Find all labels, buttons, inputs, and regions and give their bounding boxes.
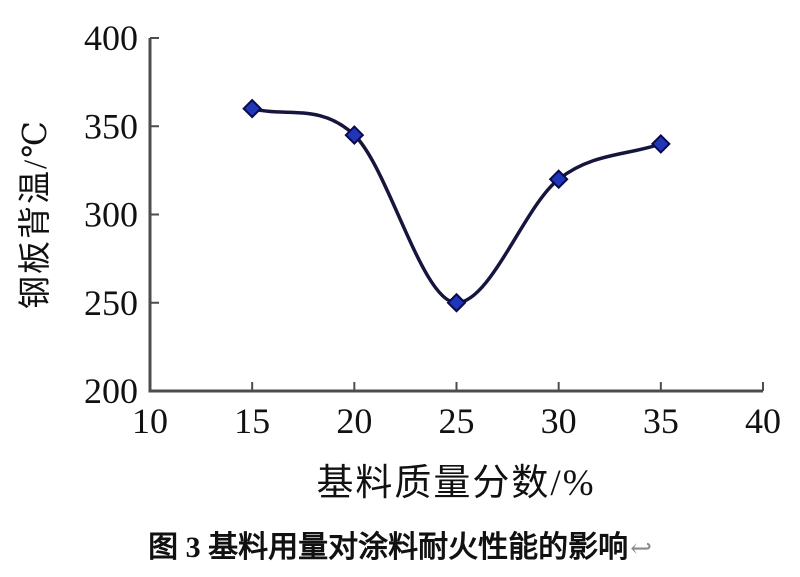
y-tick-label: 300 xyxy=(84,195,138,235)
x-tick-label: 35 xyxy=(643,401,679,441)
x-tick-label: 40 xyxy=(745,401,781,441)
line-chart-canvas: 200 250 300 350 400 10 15 20 25 30 35 40 xyxy=(84,18,781,441)
y-tick-label: 250 xyxy=(84,283,138,323)
x-tick-label: 30 xyxy=(541,401,577,441)
axis-lines xyxy=(148,38,763,393)
x-tick-label: 20 xyxy=(336,401,372,441)
data-point-marker xyxy=(242,98,263,119)
data-line xyxy=(250,106,663,305)
y-tick-label: 200 xyxy=(84,371,138,411)
figure-caption-text: 图 3 基料用量对涂料耐火性能的影响 xyxy=(148,531,629,564)
x-tick-label: 10 xyxy=(132,401,168,441)
x-tick-label: 15 xyxy=(234,401,270,441)
x-tick-label: 25 xyxy=(439,401,475,441)
figure-caption: 图 3 基料用量对涂料耐火性能的影响↩ xyxy=(0,522,800,566)
data-point-marker xyxy=(650,133,671,154)
x-axis-title: 基料质量分数/% xyxy=(316,463,596,504)
data-point-marker xyxy=(548,169,569,190)
data-point-marker xyxy=(446,292,467,313)
y-axis-title: 钢板背温/℃ xyxy=(18,118,54,310)
paragraph-return-mark: ↩ xyxy=(630,534,652,563)
y-tick-label: 350 xyxy=(84,106,138,146)
y-tick-label: 400 xyxy=(84,18,138,58)
data-point-marker xyxy=(344,125,365,145)
